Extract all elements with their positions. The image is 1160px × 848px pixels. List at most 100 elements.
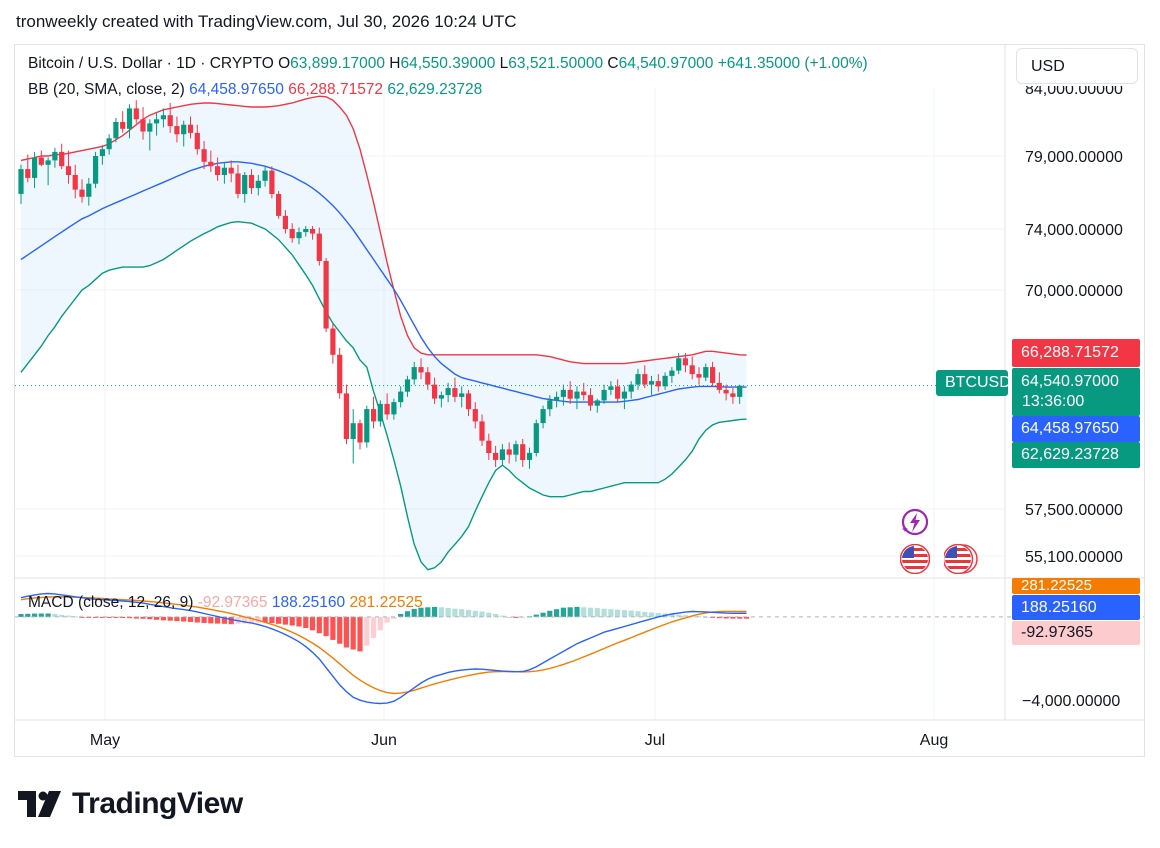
candle-body <box>32 157 38 178</box>
candle-body <box>235 173 241 194</box>
candle-body <box>398 391 404 403</box>
candle-body <box>594 400 600 406</box>
macd-histogram-bar <box>560 607 566 617</box>
candle <box>465 389 472 417</box>
macd-histogram-bar <box>479 611 485 617</box>
candle-body <box>696 374 702 378</box>
close-label: C <box>607 55 619 72</box>
macd-histogram-bar <box>126 616 133 619</box>
candle <box>194 124 200 155</box>
candle <box>411 361 417 385</box>
low-label: L <box>499 55 509 72</box>
price-tick-label: 70,000.00000 <box>1025 283 1123 300</box>
candle-body <box>513 444 519 455</box>
candle-body <box>662 375 668 387</box>
candle <box>106 134 112 155</box>
macd-histogram-bar <box>357 616 363 652</box>
macd-histogram-bar <box>743 616 750 619</box>
candle <box>493 445 499 467</box>
symbol-description[interactable]: Bitcoin / U.S. Dollar · 1D · CRYPTO <box>28 55 274 72</box>
candle-body <box>201 149 207 162</box>
candle-body <box>438 395 444 399</box>
tradingview-brand[interactable]: TradingView <box>18 786 243 822</box>
candle <box>309 226 316 240</box>
candle <box>65 150 72 184</box>
candle <box>330 323 336 364</box>
candle <box>635 368 641 390</box>
candle <box>662 372 668 390</box>
macd-histogram-bar <box>316 616 322 634</box>
macd-histogram-bar <box>201 616 207 623</box>
macd-indicator-label[interactable]: MACD (close, 12, 26, 9) <box>28 594 194 611</box>
candle <box>18 164 24 205</box>
time-tick-label: May <box>90 732 120 749</box>
candle-body <box>655 381 661 387</box>
candle <box>262 166 268 187</box>
macd-histogram-bar <box>350 616 356 650</box>
bb-indicator-label[interactable]: BB (20, SMA, close, 2) <box>28 81 185 98</box>
currency-selector-button[interactable]: USD <box>1016 48 1138 84</box>
candle-body <box>309 229 316 234</box>
candle <box>608 381 614 396</box>
candle-body <box>228 167 234 174</box>
candle-body <box>113 122 119 139</box>
candle-body <box>601 389 607 401</box>
candle-body <box>723 389 729 394</box>
candle <box>689 356 695 380</box>
price-tick-label: 55,100.00000 <box>1025 549 1123 566</box>
candle <box>540 405 546 429</box>
macd-histogram-bar <box>418 607 424 617</box>
candle-body <box>174 126 180 135</box>
symbol-tag[interactable]: BTCUSD <box>936 370 1011 396</box>
candle-body <box>608 386 614 390</box>
lightning-event-icon[interactable] <box>898 507 930 539</box>
macd-histogram-bar <box>635 611 641 617</box>
macd-histogram-bar <box>99 616 105 618</box>
candle <box>554 391 560 408</box>
macd-histogram-bar <box>676 614 682 617</box>
price-tick-label: 57,500.00000 <box>1025 502 1123 519</box>
macd-histogram-value: -92.97365 <box>197 594 268 611</box>
candle <box>628 381 634 399</box>
macd-histogram-bar <box>452 608 458 617</box>
time-tick-label: Jul <box>645 732 665 749</box>
candle-body <box>93 156 99 184</box>
macd-histogram-bar <box>655 613 661 617</box>
open-value: 63,899.17000 <box>290 55 385 72</box>
low-value: 63,521.50000 <box>508 55 604 72</box>
main-legend: Bitcoin / U.S. Dollar · 1D · CRYPTO O63,… <box>28 54 868 106</box>
us-flag-icon[interactable] <box>899 543 931 575</box>
candle <box>255 174 261 196</box>
macd-histogram-bar <box>554 609 560 617</box>
us-flag-icon-stacked[interactable] <box>942 543 978 575</box>
candle-body <box>343 393 349 439</box>
macd-histogram-bar <box>642 611 648 617</box>
candle-body <box>472 409 478 422</box>
candle <box>79 179 85 203</box>
candle <box>133 100 139 124</box>
candle <box>642 365 648 389</box>
macd-histogram-bar <box>432 606 438 617</box>
macd-histogram-bar <box>133 616 139 619</box>
macd-histogram-bar <box>574 606 580 617</box>
candle-body <box>425 372 431 385</box>
bb-basis-line <box>20 161 747 403</box>
candle <box>669 367 675 383</box>
candle <box>438 391 444 408</box>
bb-upper-value: 66,288.71572 <box>288 81 384 98</box>
macd-histogram-bar <box>398 614 404 617</box>
candle-body <box>493 452 499 460</box>
candle <box>513 440 519 462</box>
candle-body <box>377 403 383 422</box>
macd-histogram-bar <box>337 616 343 644</box>
macd-histogram-bar <box>215 616 221 624</box>
macd-histogram-bar <box>160 616 166 621</box>
candle <box>242 172 248 203</box>
change-value: +641.35000 (+1.00%) <box>717 55 868 72</box>
candle <box>594 398 600 413</box>
candle-body <box>133 108 139 120</box>
candle-body <box>520 444 526 460</box>
macd-histogram-bar <box>628 610 634 617</box>
bar-countdown: 13:36:00 <box>1022 393 1085 410</box>
